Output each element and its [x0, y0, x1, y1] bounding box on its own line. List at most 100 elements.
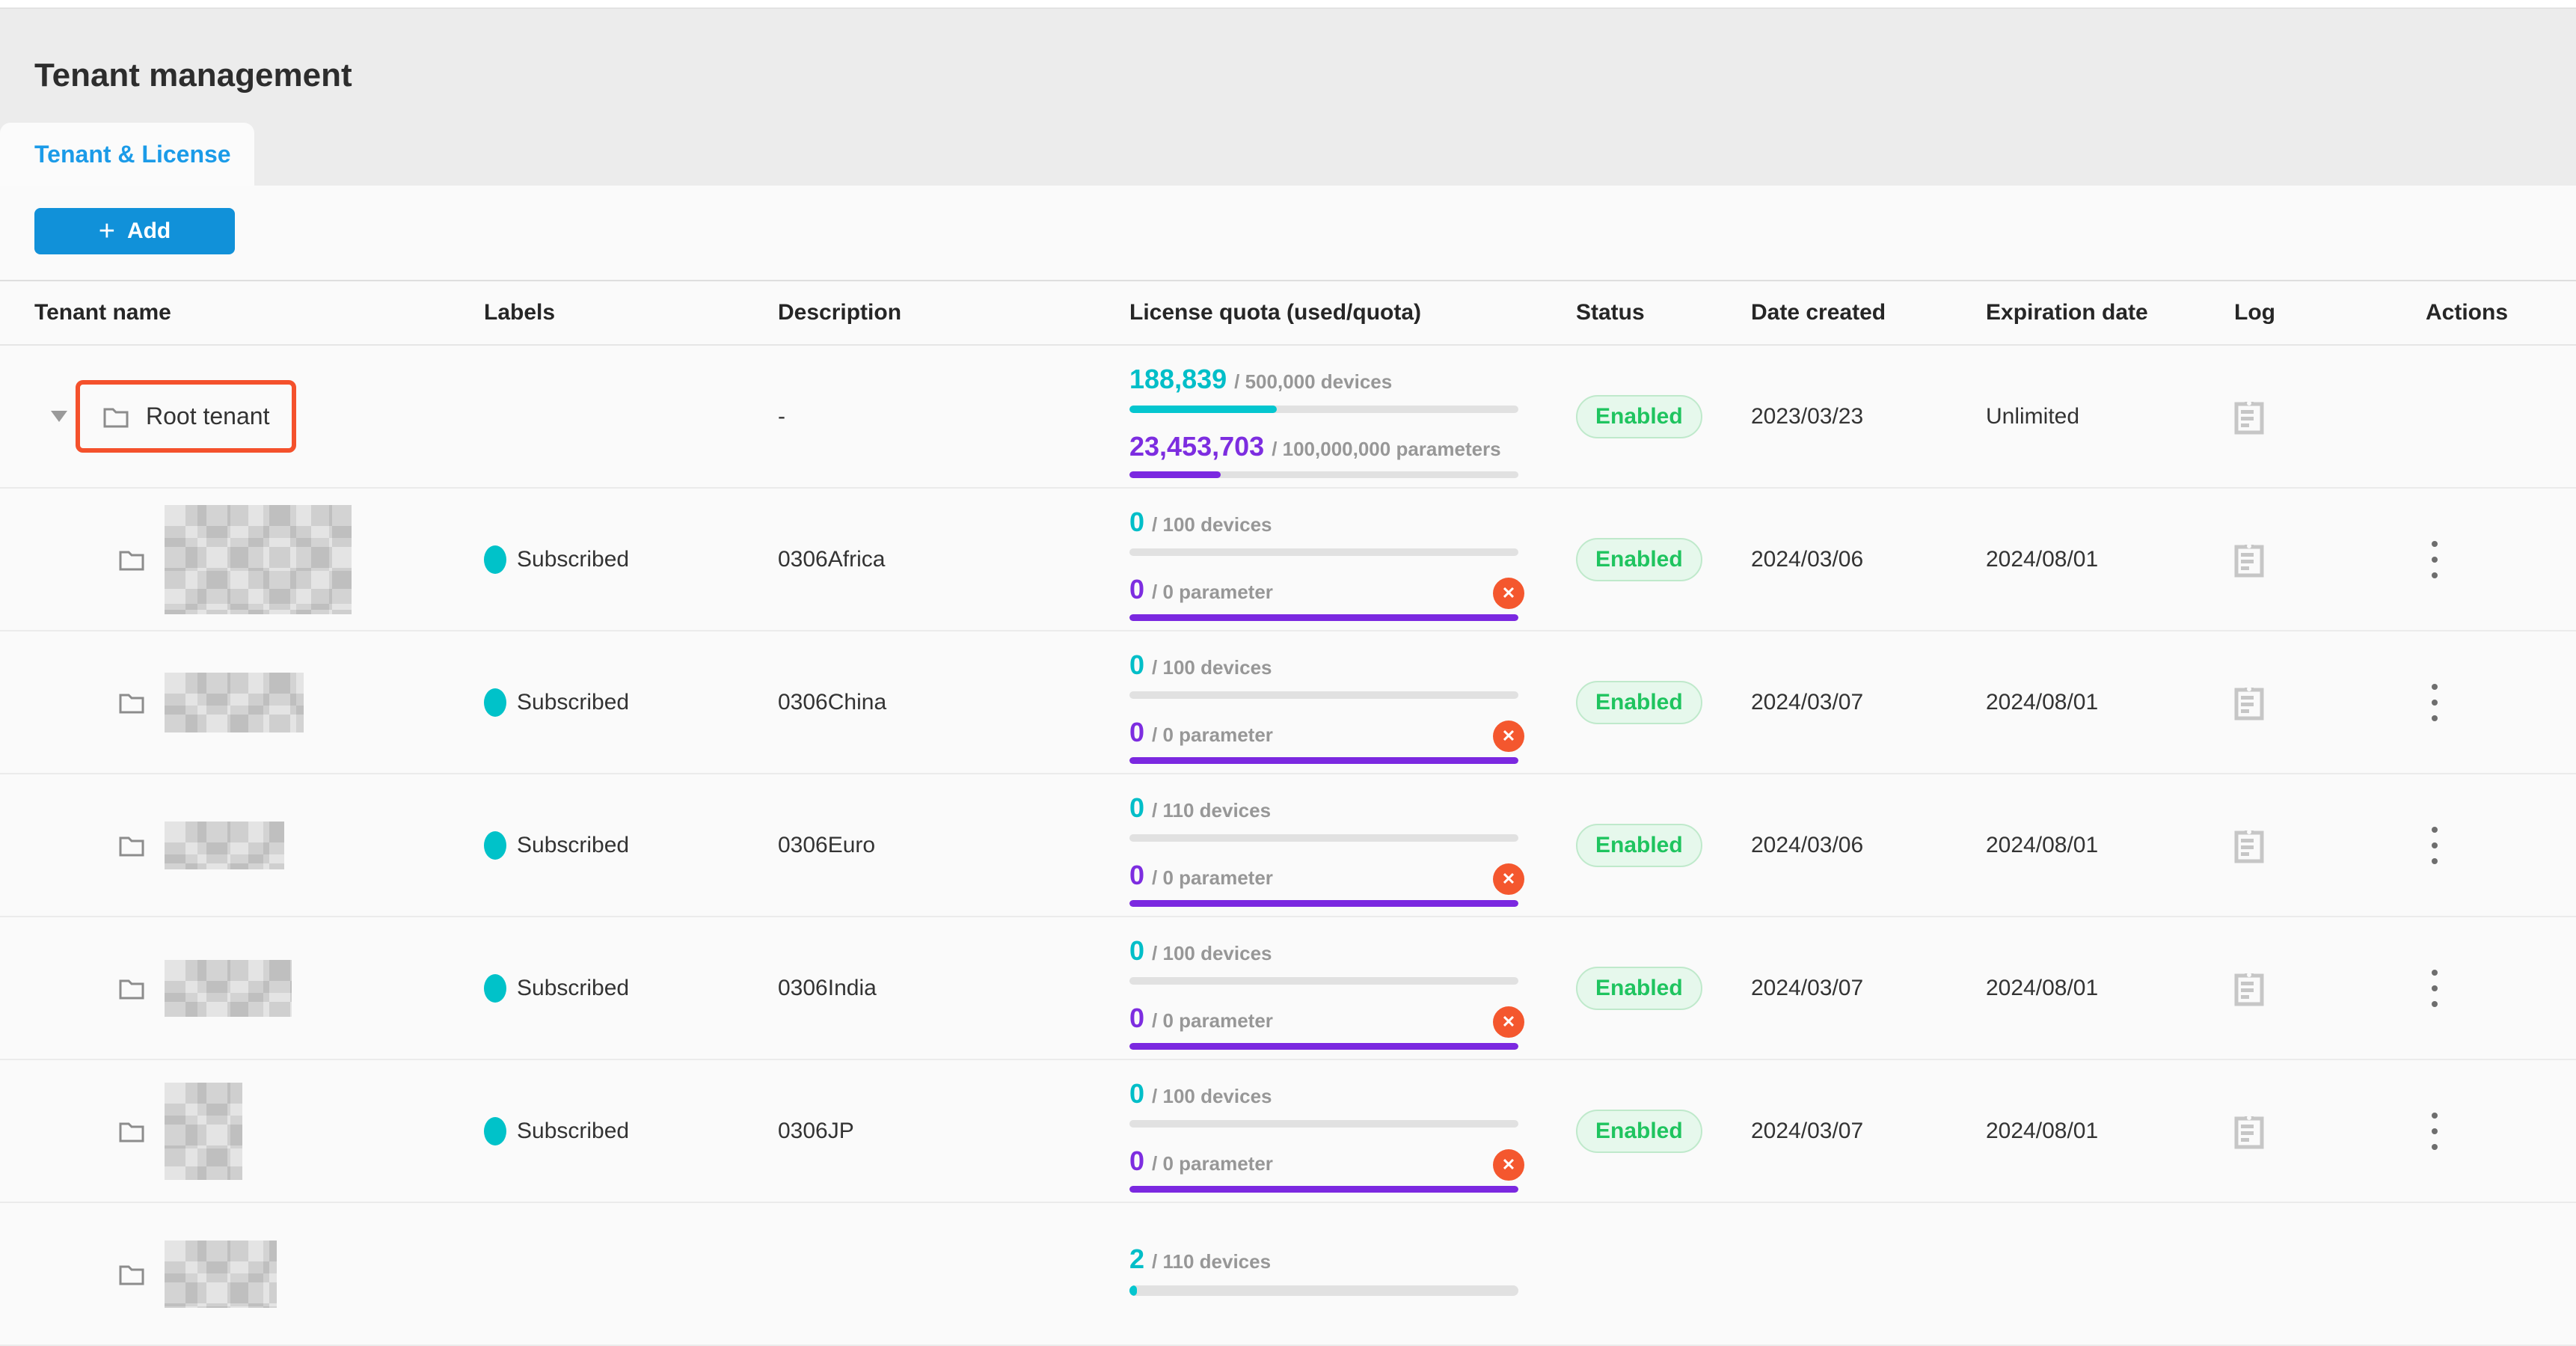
redacted-tenant-name — [165, 959, 292, 1017]
date-created-cell: 2024/03/06 — [1751, 832, 1864, 857]
log-cell — [2234, 685, 2415, 721]
clipboard-icon[interactable] — [2234, 542, 2264, 578]
devices-progress-track — [1129, 548, 1518, 556]
teal-dot-icon — [484, 545, 506, 574]
table-row: Subscribed 0306India 0 / 100 devices 0 /… — [0, 917, 2576, 1060]
col-header-log: Log — [2234, 300, 2275, 325]
redacted-tenant-name — [165, 672, 304, 732]
devices-quota-line: 0 / 110 devices — [1129, 792, 1518, 824]
teal-dot-icon — [484, 830, 506, 860]
page-header: Tenant management Tenant & License — [0, 9, 2576, 186]
highlight-box: Root tenant — [76, 380, 297, 453]
date-created-cell: 2024/03/07 — [1751, 975, 1864, 1000]
col-header-date-created: Date created — [1751, 300, 1886, 325]
clipboard-icon[interactable] — [2234, 828, 2264, 863]
license-quota-cell: 0 / 100 devices 0 / 0 parameter — [1129, 1060, 1576, 1202]
devices-quota-line: 0 / 100 devices — [1129, 935, 1518, 967]
tab-tenant-license[interactable]: Tenant & License — [0, 123, 254, 186]
license-quota-cell: 0 / 100 devices 0 / 0 parameter — [1129, 917, 1576, 1059]
add-button[interactable]: + Add — [34, 208, 235, 254]
description-cell: 0306Africa — [778, 546, 886, 572]
col-header-labels: Labels — [484, 300, 556, 325]
license-quota-cell: 0 / 100 devices 0 / 0 parameter — [1129, 631, 1576, 773]
redacted-tenant-name — [165, 504, 352, 614]
folder-icon — [118, 833, 145, 857]
devices-progress-track — [1129, 1285, 1518, 1296]
col-header-license-quota: License quota (used/quota) — [1129, 300, 1422, 325]
devices-quota-line: 2 / 110 devices — [1129, 1243, 1518, 1275]
devices-quota-line: 188,839 / 500,000 devices — [1129, 364, 1518, 395]
devices-quota: / 100 devices — [1152, 942, 1272, 964]
tenant-name-cell — [0, 1082, 478, 1180]
devices-used: 0 — [1129, 507, 1145, 537]
license-quota-cell: 188,839 / 500,000 devices 23,453,703 / 1… — [1129, 346, 1576, 487]
labels-cell: Subscribed — [478, 973, 778, 1003]
tenant-name-cell: Root tenant — [0, 380, 478, 453]
clipboard-icon[interactable] — [2234, 685, 2264, 721]
expiration-date-cell: Unlimited — [1986, 403, 2080, 429]
license-quota-cell: 0 / 100 devices 0 / 0 parameter — [1129, 489, 1576, 630]
kebab-menu-icon[interactable] — [2426, 535, 2444, 584]
log-cell — [2234, 970, 2415, 1006]
tenant-name[interactable]: Root tenant — [146, 403, 270, 429]
clipboard-icon[interactable] — [2234, 399, 2264, 435]
devices-progress-track — [1129, 1120, 1518, 1128]
folder-icon — [118, 1262, 145, 1286]
top-strip — [0, 0, 2576, 9]
caret-down-icon[interactable] — [51, 411, 67, 422]
label-text: Subscribed — [517, 1118, 630, 1143]
folder-icon — [118, 1119, 145, 1143]
col-header-expiration-date: Expiration date — [1986, 300, 2148, 325]
table-row: Subscribed 0306Africa 0 / 100 devices 0 … — [0, 489, 2576, 631]
kebab-menu-icon[interactable] — [2426, 1107, 2444, 1156]
params-used: 23,453,703 — [1129, 430, 1265, 462]
tenant-name-cell — [0, 672, 478, 732]
error-x-icon — [1493, 720, 1524, 752]
tenant-name-cell — [0, 821, 478, 869]
params-used: 0 — [1129, 573, 1145, 605]
tenant-name-cell — [0, 1240, 478, 1308]
folder-icon — [118, 691, 145, 715]
kebab-menu-icon[interactable] — [2426, 964, 2444, 1013]
params-used: 0 — [1129, 859, 1145, 890]
description-cell: 0306China — [778, 689, 887, 715]
date-created-cell: 2024/03/07 — [1751, 1118, 1864, 1143]
kebab-menu-icon[interactable] — [2426, 678, 2444, 727]
devices-used: 0 — [1129, 935, 1145, 966]
expiration-date-cell: 2024/08/01 — [1986, 832, 2099, 857]
teal-dot-icon — [484, 688, 506, 717]
params-used: 0 — [1129, 1145, 1145, 1176]
expiration-date-cell: 2024/08/01 — [1986, 1118, 2099, 1143]
params-progress-track — [1129, 614, 1518, 621]
label-text: Subscribed — [517, 689, 630, 715]
params-quota: / 0 parameter — [1152, 1151, 1273, 1175]
table-row: Subscribed 0306Euro 0 / 110 devices 0 / … — [0, 774, 2576, 917]
tenant-table: Tenant name Labels Description License q… — [0, 280, 2576, 1346]
devices-progress-track — [1129, 977, 1518, 985]
label-text: Subscribed — [517, 546, 630, 572]
devices-used: 2 — [1129, 1243, 1145, 1274]
params-quota-line: 0 / 0 parameter — [1129, 1003, 1524, 1038]
params-quota-line: 0 / 0 parameter — [1129, 1145, 1524, 1181]
log-cell — [2234, 399, 2415, 435]
actions-cell — [2415, 678, 2576, 727]
folder-icon — [118, 976, 145, 1000]
table-row-partial: 2 / 110 devices — [0, 1203, 2576, 1346]
table-row: Subscribed 0306JP 0 / 100 devices 0 / 0 … — [0, 1060, 2576, 1203]
params-quota-line: 0 / 0 parameter — [1129, 859, 1524, 895]
labels-cell: Subscribed — [478, 545, 778, 574]
status-cell: Enabled — [1576, 1109, 1751, 1153]
status-cell: Enabled — [1576, 537, 1751, 581]
error-x-icon — [1493, 1148, 1524, 1181]
clipboard-icon[interactable] — [2234, 1113, 2264, 1149]
table-row-root-tenant: Root tenant - 188,839 / 500,000 devices … — [0, 346, 2576, 489]
actions-cell — [2415, 535, 2576, 584]
params-progress-track — [1129, 471, 1518, 478]
clipboard-icon[interactable] — [2234, 970, 2264, 1006]
error-x-icon — [1493, 863, 1524, 895]
redacted-tenant-name — [165, 1082, 242, 1180]
col-header-tenant-name: Tenant name — [34, 300, 171, 325]
kebab-menu-icon[interactable] — [2426, 821, 2444, 870]
params-progress-fill — [1129, 471, 1221, 478]
label-text: Subscribed — [517, 832, 630, 857]
